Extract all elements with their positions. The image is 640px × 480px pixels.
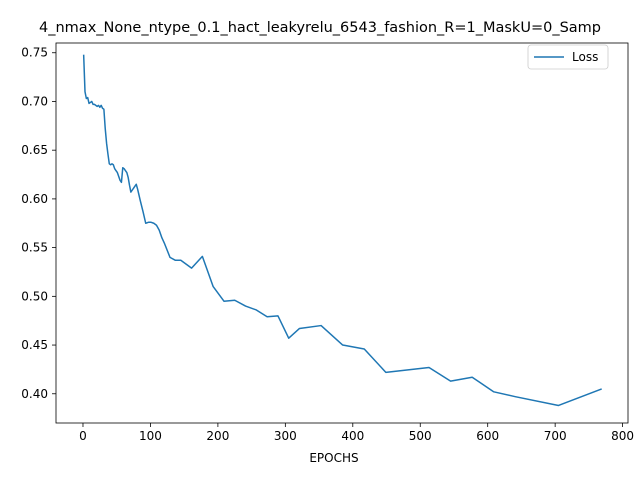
y-tick-label: 0.55 [21,241,48,255]
x-tick-label: 400 [341,429,364,443]
y-tick-label: 0.65 [21,143,48,157]
x-tick-label: 600 [476,429,499,443]
x-tick-label: 800 [611,429,634,443]
y-axis: 0.40 0.45 0.50 0.55 0.60 0.65 0.70 0.75 [21,46,56,401]
x-axis-label: EPOCHS [309,451,358,465]
y-tick-label: 0.40 [21,387,48,401]
y-tick-label: 0.60 [21,192,48,206]
legend-box [527,44,609,70]
x-tick-label: 200 [206,429,229,443]
x-tick-label: 100 [139,429,162,443]
y-tick-label: 0.45 [21,338,48,352]
x-tick-label: 0 [79,429,87,443]
plot-area [55,42,629,424]
legend-label-loss: Loss [572,50,598,64]
axes-frame [55,42,629,424]
y-tick-label: 0.75 [21,46,48,60]
x-axis: 0 100 200 300 400 500 600 700 800 [79,423,634,443]
x-tick-label: 300 [274,429,297,443]
y-tick-label: 0.70 [21,94,48,108]
x-tick-label: 700 [544,429,567,443]
x-tick-label: 500 [409,429,432,443]
chart-title: 4_nmax_None_ntype_0.1_hact_leakyrelu_654… [39,20,601,36]
series-line-loss [82,54,602,407]
y-tick-label: 0.50 [21,289,48,303]
legend: Loss [527,44,609,70]
